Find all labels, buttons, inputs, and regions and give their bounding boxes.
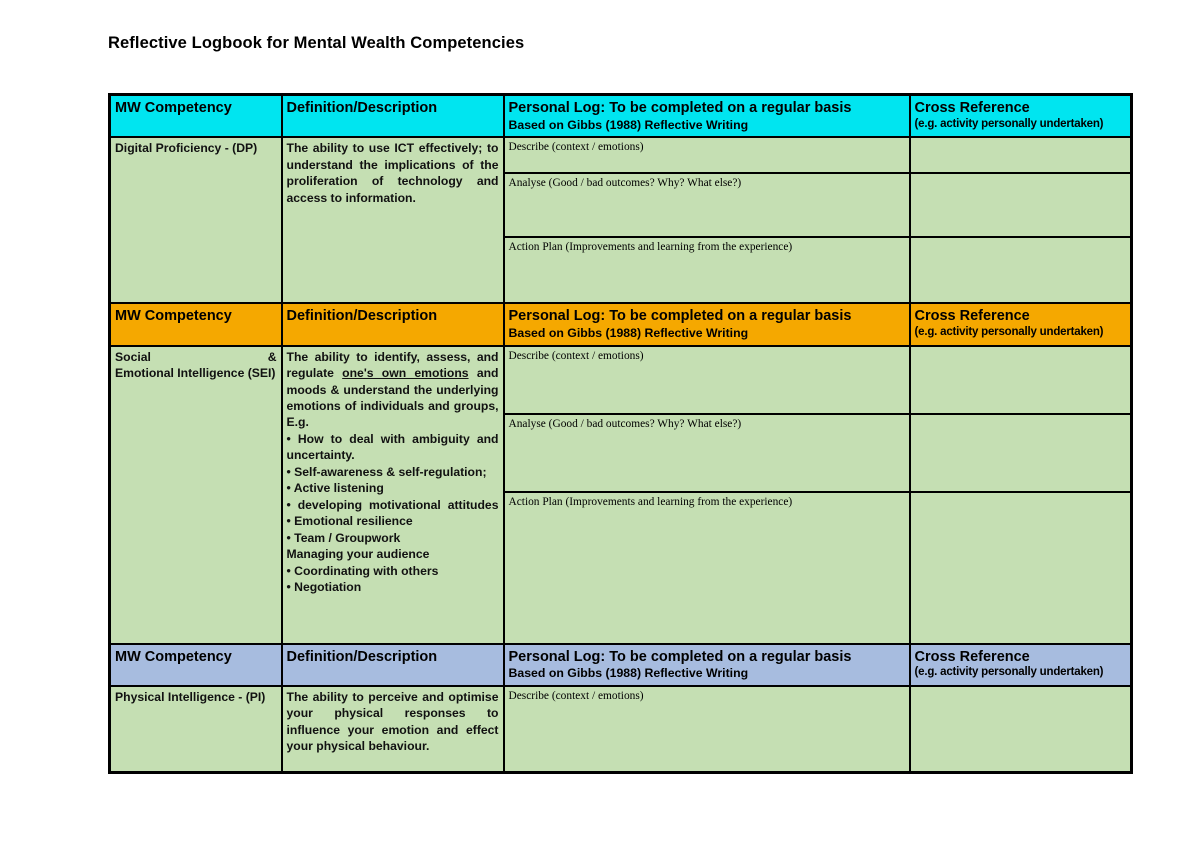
definition-cell-sei: The ability to identify, assess, and reg…: [280, 344, 505, 645]
page-title: Reflective Logbook for Mental Wealth Com…: [108, 34, 525, 52]
section-header-digital-proficiency: MW Competency Definition/Description Per…: [108, 93, 1133, 139]
log-prompt-analyse: Analyse (Good / bad outcomes? Why? What …: [508, 177, 742, 190]
competency-cell-pi: Physical Intelligence - (PI): [108, 684, 283, 774]
log-cell-describe-dp[interactable]: Describe (context / emotions): [502, 136, 911, 175]
table-row: Action Plan (Improvements and learning f…: [110, 236, 1133, 305]
header-competency-label: MW Competency: [115, 308, 232, 325]
competency-name-sei-line2: Emotional Intelligence (SEI): [115, 366, 276, 381]
competency-name-dp: Digital Proficiency - (DP): [115, 141, 258, 156]
header-cell-cross-reference: Cross Reference (e.g. activity personall…: [908, 302, 1133, 347]
definition-cell-dp: The ability to use ICT effectively; to u…: [280, 136, 505, 305]
section-header-physical-intelligence: MW Competency Definition/Description Per…: [108, 642, 1133, 687]
header-cross-reference-line2: (e.g. activity personally undertaken): [914, 117, 1104, 130]
cross-reference-cell-analyse-sei[interactable]: [908, 412, 1133, 493]
table-row: Social & Emotional Intelligence (SEI) Th…: [108, 344, 1133, 645]
competency-cell-dp: Digital Proficiency - (DP): [108, 136, 283, 305]
log-prompt-describe: Describe (context / emotions): [508, 689, 644, 702]
competency-name-sei-amp: &: [267, 349, 277, 364]
log-prompt-analyse: Analyse (Good / bad outcomes? Why? What …: [508, 417, 742, 430]
table-row: Action Plan (Improvements and learning f…: [110, 490, 1133, 645]
header-definition-label: Definition/Description: [286, 100, 438, 116]
cross-reference-cell-describe-pi[interactable]: [908, 684, 1133, 774]
list-item: • Self-awareness & self-regulation;: [286, 464, 487, 479]
list-item: • Active listening: [286, 481, 384, 496]
log-cell-action-sei[interactable]: Action Plan (Improvements and learning f…: [502, 490, 911, 645]
cross-reference-cell-describe-dp[interactable]: [908, 136, 1133, 175]
table-row: Analyse (Good / bad outcomes? Why? What …: [110, 172, 1133, 239]
definition-sei-intro: The ability to identify, assess, and reg…: [287, 349, 499, 415]
definition-cell-pi: The ability to perceive and optimise you…: [280, 684, 505, 774]
list-item: • Coordinating with others: [286, 563, 439, 578]
header-personal-log-line2: Based on Gibbs (1988) Reflective Writing: [508, 117, 749, 132]
header-cell-personal-log: Personal Log: To be completed on a regul…: [502, 302, 911, 347]
cross-reference-cell-describe-sei[interactable]: [908, 344, 1133, 415]
definition-sei-eg: E.g.: [286, 415, 309, 430]
definition-text-sei: The ability to identify, assess, and reg…: [287, 349, 499, 596]
list-item: • developing motivational attitudes: [286, 497, 499, 512]
table-row: Analyse (Good / bad outcomes? Why? What …: [110, 412, 1133, 493]
log-prompt-describe: Describe (context / emotions): [508, 349, 644, 362]
cross-reference-cell-action-sei[interactable]: [908, 490, 1133, 645]
section-header-social-emotional-intelligence: MW Competency Definition/Description Per…: [108, 302, 1133, 347]
header-cell-cross-reference: Cross Reference (e.g. activity personall…: [908, 93, 1133, 139]
header-cell-personal-log: Personal Log: To be completed on a regul…: [502, 93, 911, 139]
log-cell-describe-sei[interactable]: Describe (context / emotions): [502, 344, 911, 415]
log-prompt-describe: Describe (context / emotions): [508, 141, 644, 154]
log-cell-action-dp[interactable]: Action Plan (Improvements and learning f…: [502, 236, 911, 305]
reflective-logbook-table: MW Competency Definition/Description Per…: [108, 93, 1133, 774]
table-row: Physical Intelligence - (PI) The ability…: [108, 684, 1133, 774]
definition-text-dp: The ability to use ICT effectively; to u…: [286, 141, 499, 205]
header-cell-competency: MW Competency: [108, 642, 283, 687]
list-item: • Negotiation: [286, 580, 362, 595]
competency-name-pi: Physical Intelligence - (PI): [115, 689, 266, 704]
header-personal-log-line2: Based on Gibbs (1988) Reflective Writing: [508, 325, 749, 340]
list-item: • Emotional resilience: [286, 514, 413, 529]
header-cell-competency: MW Competency: [108, 93, 283, 139]
header-cell-definition: Definition/Description: [280, 642, 505, 687]
header-cross-reference-line1: Cross Reference: [914, 648, 1030, 665]
header-cell-competency: MW Competency: [108, 302, 283, 347]
definition-sei-intro-b: and moods & understand the underlying em…: [286, 366, 499, 413]
header-personal-log-line1: Personal Log: To be completed on a regul…: [508, 308, 852, 325]
header-cell-definition: Definition/Description: [280, 302, 505, 347]
log-prompt-action: Action Plan (Improvements and learning f…: [508, 495, 793, 508]
log-cell-analyse-sei[interactable]: Analyse (Good / bad outcomes? Why? What …: [502, 412, 911, 493]
cross-reference-cell-analyse-dp[interactable]: [908, 172, 1133, 239]
header-cross-reference-line2: (e.g. activity personally undertaken): [914, 325, 1104, 338]
header-personal-log-line1: Personal Log: To be completed on a regul…: [508, 648, 852, 665]
cross-reference-cell-action-dp[interactable]: [908, 236, 1133, 305]
competency-name-sei-line1: Social: [115, 349, 151, 364]
definition-sei-underlined: one's own emotions: [342, 366, 469, 381]
competency-cell-sei: Social & Emotional Intelligence (SEI): [108, 344, 283, 645]
header-cell-definition: Definition/Description: [280, 93, 505, 139]
header-competency-label: MW Competency: [115, 648, 232, 665]
table-row: Digital Proficiency - (DP) The ability t…: [108, 136, 1133, 305]
header-definition-label: Definition/Description: [286, 308, 438, 325]
competency-name-sei: Social & Emotional Intelligence (SEI): [115, 349, 277, 382]
header-cell-cross-reference: Cross Reference (e.g. activity personall…: [908, 642, 1133, 687]
list-item: • Team / Groupwork: [286, 530, 401, 545]
list-item: Managing your audience: [286, 547, 430, 562]
header-cell-personal-log: Personal Log: To be completed on a regul…: [502, 642, 911, 687]
header-cross-reference-line1: Cross Reference: [914, 100, 1030, 116]
list-item: • How to deal with ambiguity and uncerta…: [286, 431, 499, 463]
header-personal-log-line2: Based on Gibbs (1988) Reflective Writing: [508, 666, 749, 681]
log-cell-describe-pi[interactable]: Describe (context / emotions): [502, 684, 911, 774]
definition-sei-intro-a: The ability to identify, assess, and reg…: [286, 349, 499, 381]
definition-text-pi: The ability to perceive and optimise you…: [286, 689, 499, 754]
definition-sei-bullets: • How to deal with ambiguity and uncerta…: [287, 431, 499, 596]
header-definition-label: Definition/Description: [286, 648, 438, 665]
header-cross-reference-line1: Cross Reference: [914, 308, 1030, 325]
header-cross-reference-line2: (e.g. activity personally undertaken): [914, 666, 1104, 679]
log-cell-analyse-dp[interactable]: Analyse (Good / bad outcomes? Why? What …: [502, 172, 911, 239]
log-prompt-action: Action Plan (Improvements and learning f…: [508, 241, 793, 254]
header-personal-log-line1: Personal Log: To be completed on a regul…: [508, 100, 852, 116]
header-competency-label: MW Competency: [115, 100, 232, 116]
